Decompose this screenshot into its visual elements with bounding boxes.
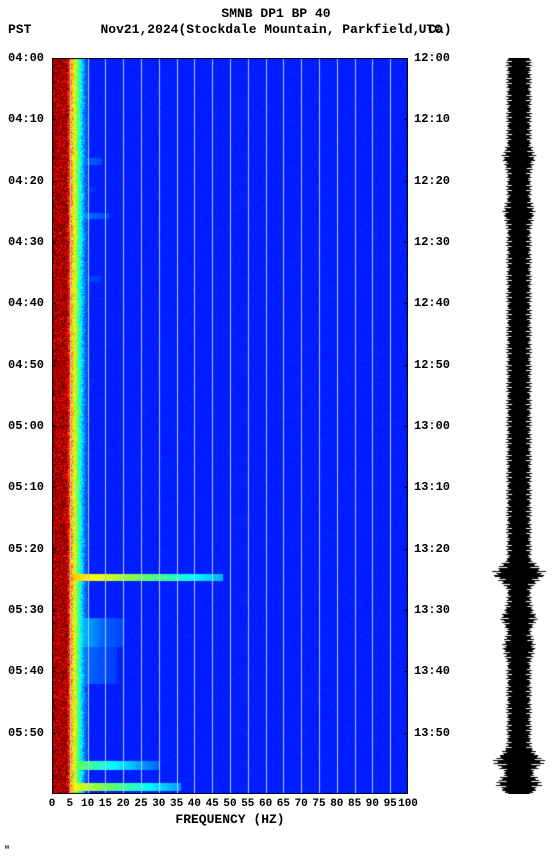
- x-tick: 0: [49, 798, 56, 810]
- x-tick: 45: [206, 798, 219, 810]
- x-tick: 95: [384, 798, 397, 810]
- y-tick-utc: 13:30: [414, 603, 458, 617]
- x-tick: 90: [366, 798, 379, 810]
- y-tick-pst: 05:50: [8, 726, 52, 740]
- y-tick-pst: 04:50: [8, 358, 52, 372]
- y-tick-pst: 04:40: [8, 296, 52, 310]
- y-tick-utc: 12:10: [414, 112, 458, 126]
- corner-mark: ": [4, 846, 10, 857]
- x-tick: 65: [277, 798, 290, 810]
- waveform-canvas: [490, 58, 548, 794]
- page: SMNB DP1 BP 40 Nov21,2024(Stockdale Moun…: [0, 0, 552, 864]
- timezone-left-label: PST: [8, 22, 31, 37]
- y-tick-utc: 13:50: [414, 726, 458, 740]
- title-station: SMNB DP1 BP 40: [0, 6, 552, 21]
- timezone-right-label: UTC: [419, 22, 442, 37]
- x-tick: 15: [99, 798, 112, 810]
- x-tick: 80: [330, 798, 343, 810]
- y-tick-utc: 13:10: [414, 480, 458, 494]
- spectrogram-canvas: [52, 58, 408, 794]
- x-tick: 30: [152, 798, 165, 810]
- spectrogram: [52, 58, 408, 794]
- title-date: Nov21,2024(Stockdale Mountain, Parkfield…: [0, 22, 552, 37]
- y-tick-pst: 05:10: [8, 480, 52, 494]
- x-tick: 20: [117, 798, 130, 810]
- y-tick-utc: 12:40: [414, 296, 458, 310]
- x-tick: 5: [66, 798, 73, 810]
- x-tick: 50: [223, 798, 236, 810]
- y-tick-pst: 05:40: [8, 664, 52, 678]
- y-tick-utc: 12:50: [414, 358, 458, 372]
- y-tick-pst: 04:30: [8, 235, 52, 249]
- x-tick: 55: [241, 798, 254, 810]
- y-tick-utc: 13:00: [414, 419, 458, 433]
- x-axis-title: FREQUENCY (HZ): [52, 812, 408, 827]
- x-tick: 75: [312, 798, 325, 810]
- y-tick-utc: 12:20: [414, 174, 458, 188]
- y-tick-pst: 04:20: [8, 174, 52, 188]
- x-tick: 25: [134, 798, 147, 810]
- y-tick-pst: 05:30: [8, 603, 52, 617]
- x-tick: 100: [398, 798, 418, 810]
- y-tick-utc: 12:00: [414, 51, 458, 65]
- x-tick: 85: [348, 798, 361, 810]
- x-tick: 70: [295, 798, 308, 810]
- y-tick-pst: 05:20: [8, 542, 52, 556]
- y-tick-pst: 04:10: [8, 112, 52, 126]
- x-tick: 40: [188, 798, 201, 810]
- x-tick: 10: [81, 798, 94, 810]
- y-tick-utc: 13:40: [414, 664, 458, 678]
- waveform-strip: [490, 58, 548, 794]
- x-tick: 35: [170, 798, 183, 810]
- x-tick: 60: [259, 798, 272, 810]
- y-tick-pst: 04:00: [8, 51, 52, 65]
- y-tick-pst: 05:00: [8, 419, 52, 433]
- y-tick-utc: 13:20: [414, 542, 458, 556]
- y-tick-utc: 12:30: [414, 235, 458, 249]
